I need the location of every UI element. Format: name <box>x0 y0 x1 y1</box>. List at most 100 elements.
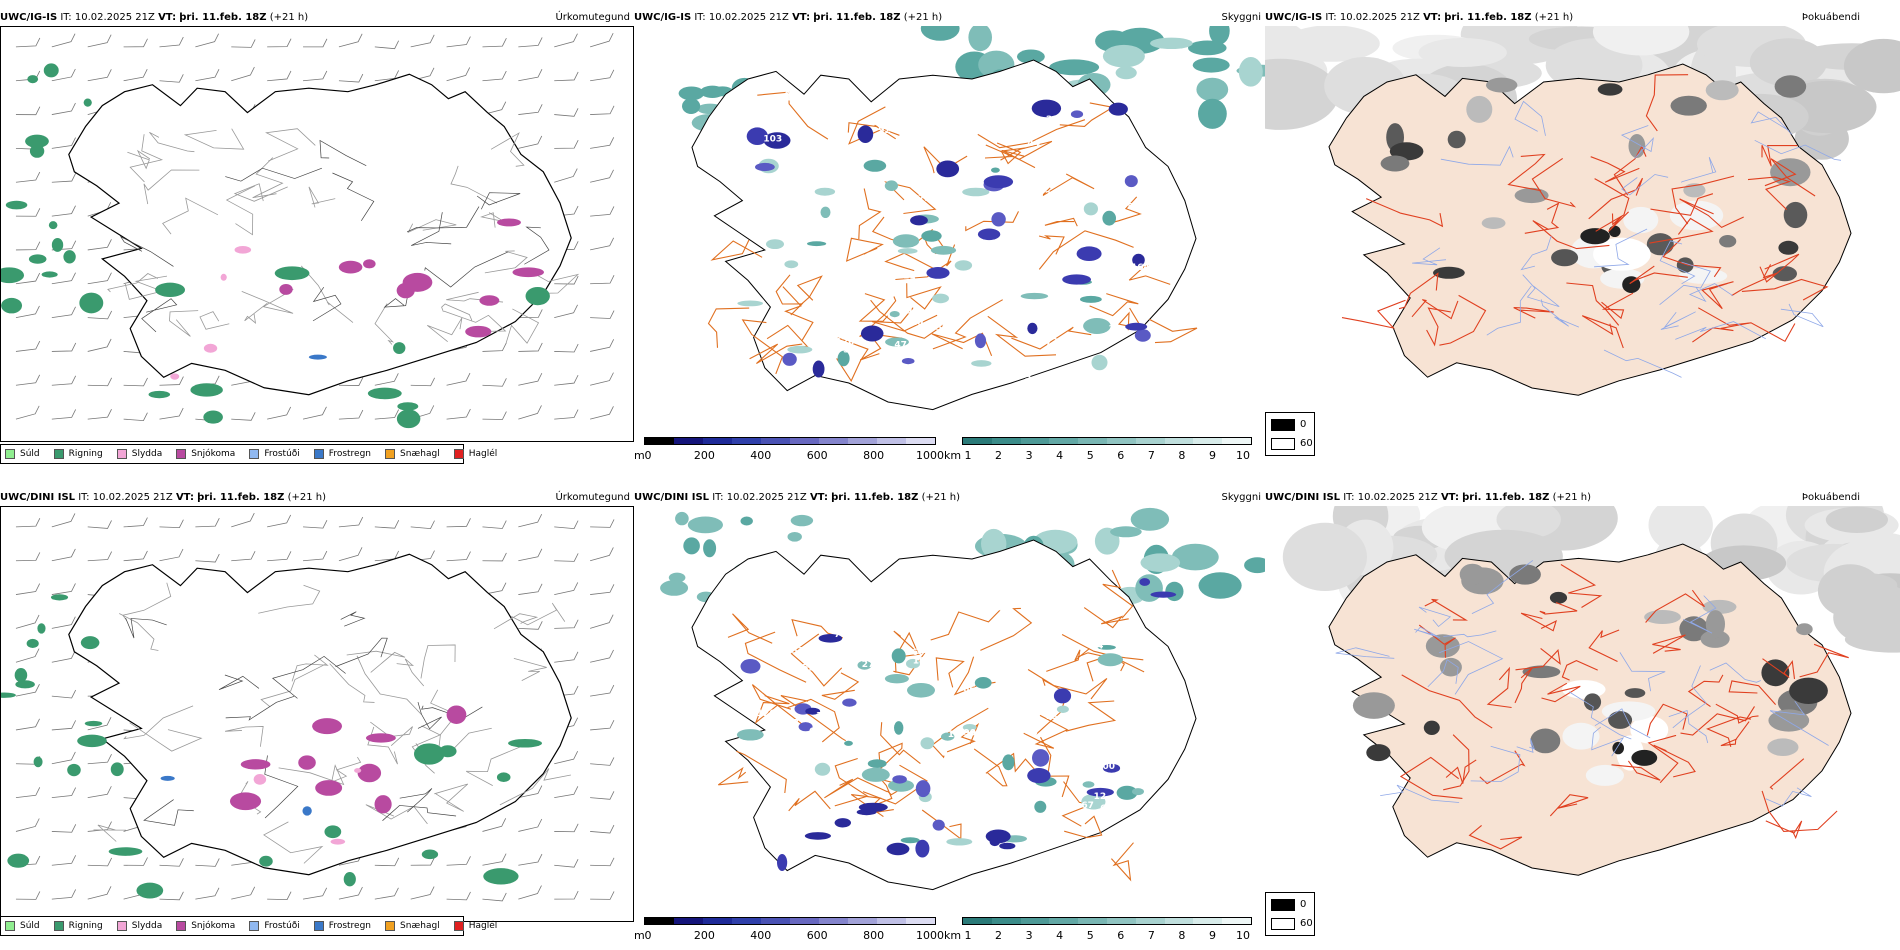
precip-legend-swatch <box>176 921 187 931</box>
vt-value: þri. 11.feb. 18Z <box>1462 492 1550 503</box>
visibility-value-label: 164 <box>1131 263 1150 273</box>
map-area: 63 64 66 74 59 73 77 90 78 65 12 92 100 79 57 281 150 68 8… <box>634 506 1265 916</box>
panel-header: UWC/IG-IS IT: 10.02.2025 21Z VT: þri. 11… <box>0 12 634 26</box>
visibility-value-label: 126 <box>836 338 855 348</box>
visibility-value-label: 80 <box>1046 571 1059 581</box>
panel-header: UWC/DINI ISL IT: 10.02.2025 21Z VT: þri.… <box>0 492 634 506</box>
colorbar-tick: 4 <box>1056 929 1064 942</box>
visibility-value-label: 63 <box>970 690 983 700</box>
it-label: IT: <box>78 492 90 503</box>
precip-legend-swatch <box>385 449 396 459</box>
visibility-value-label: 83 <box>1127 202 1140 212</box>
panel-title: Þokuábendi <box>1801 492 1860 503</box>
precip-legend-label: Snæhagl <box>400 449 440 459</box>
fog-legend-swatch-0 <box>1271 899 1295 911</box>
visibility-value-label: 118 <box>787 164 806 174</box>
visibility-map-row2: UWC/DINI ISL IT: 10.02.2025 21Z VT: þri.… <box>634 492 1265 942</box>
it-label: IT: <box>60 12 72 23</box>
fog-legend-swatch-60 <box>1271 918 1295 930</box>
colorbar-tick: 0 <box>644 449 652 462</box>
colorbar-tick: 2 <box>995 929 1003 942</box>
visibility-value-label: 59 <box>802 664 815 674</box>
precip-legend-swatch <box>5 449 15 459</box>
map-area <box>0 506 634 922</box>
visibility-value-label: 66 <box>963 685 976 695</box>
visibility-value-label: 64 <box>1091 641 1104 651</box>
panel-title: Skyggni <box>1221 12 1261 23</box>
colorbar-tick: 6 <box>1117 929 1125 942</box>
colorbar-tick: 600 <box>806 929 828 942</box>
colorbar-unit: km <box>944 929 962 942</box>
colorbar-tick: 0 <box>644 929 652 942</box>
visibility-value-label: 281 <box>762 686 781 696</box>
visibility-value-label: 10 <box>913 656 926 666</box>
fog-map-row1: UWC/IG-IS IT: 10.02.2025 21Z VT: þri. 11… <box>1265 12 1900 462</box>
map-area: 65 61 64 86 59 36 186 63 61 83 193 103 92 111 78 164 118… <box>634 26 1265 436</box>
visibility-value-label: 100 <box>1096 762 1115 772</box>
visibility-value-label: 39 <box>1109 325 1122 335</box>
it-label: IT: <box>1343 492 1355 503</box>
visibility-value-label: 61 <box>809 727 822 737</box>
visibility-value-label: 117 <box>780 719 799 729</box>
visibility-value-label: 76 <box>988 338 1001 348</box>
visibility-value-label: 73 <box>1045 712 1058 722</box>
visibility-value-label: 66 <box>912 648 925 658</box>
visibility-value-label: 193 <box>900 306 919 316</box>
colorbar-tick: 1000 <box>916 929 944 942</box>
visibility-km-colorbar: km 1 2 3 4 5 6 7 8 9 10 <box>944 914 1256 942</box>
visibility-value-label: 78 <box>883 205 896 215</box>
precip-legend: Súld Rigning Slydda Snjókoma Frostúði Frostre… <box>0 444 497 464</box>
colorbar-tick: 1 <box>964 929 972 942</box>
it-value: 10.02.2025 21Z <box>708 12 789 23</box>
visibility-value-label: 52 <box>1023 359 1036 369</box>
vt-value: þri. 11.feb. 18Z <box>179 12 267 23</box>
precip-legend-label: Frostregn <box>328 921 372 931</box>
visibility-value-label: 62 <box>1125 648 1138 658</box>
precip-legend-item: Snæhagl <box>385 921 440 931</box>
precip-legend-swatch <box>176 449 187 459</box>
precip-legend-item: Haglél <box>453 921 497 931</box>
visibility-value-label: 53 <box>792 647 805 657</box>
lead-time: (+21 h) <box>269 12 309 23</box>
colorbar-tick: 8 <box>1178 929 1186 942</box>
fog-legend: 0 60 <box>1265 412 1315 456</box>
map-area <box>1265 26 1900 422</box>
model-name: UWC/IG-IS <box>634 12 692 23</box>
visibility-value-label: 61 <box>1034 201 1047 211</box>
colorbar-tick: 1000 <box>916 449 944 462</box>
precip-legend-label: Frostúði <box>264 449 300 459</box>
visibility-value-label: 90 <box>964 729 977 739</box>
fog-legend-label-60: 60 <box>1300 918 1313 929</box>
precip-legend-item: Snæhagl <box>385 449 440 459</box>
visibility-value-label: 68 <box>1100 804 1113 814</box>
it-value: 10.02.2025 21Z <box>92 492 173 503</box>
visibility-value-label: 92 <box>1093 604 1106 614</box>
vt-label: VT: <box>158 12 177 23</box>
colorbar-tick: 4 <box>1056 449 1064 462</box>
model-name: UWC/DINI ISL <box>1265 492 1341 503</box>
visibility-value-label: 218 <box>1046 115 1065 125</box>
visibility-value-label: 86 <box>1116 710 1129 720</box>
visibility-value-label: 121 <box>1039 191 1058 201</box>
visibility-value-label: 10 <box>911 318 924 328</box>
colorbar-unit: m <box>634 449 645 462</box>
lead-time: (+21 h) <box>287 492 327 503</box>
visibility-value-label: 74 <box>1139 842 1152 852</box>
precip-legend-label: Rigning <box>68 921 103 931</box>
vt-label: VT: <box>792 12 811 23</box>
visibility-value-label: 65 <box>1049 116 1062 126</box>
colorbar-tick: 9 <box>1208 929 1216 942</box>
model-name: UWC/IG-IS <box>1265 12 1323 23</box>
visibility-value-label: 35 <box>859 256 872 266</box>
visibility-value-label: 44 <box>1028 139 1041 149</box>
precip-legend-label: Frostregn <box>328 449 372 459</box>
visibility-value-label: 12 <box>1094 792 1107 802</box>
visibility-value-label: 77 <box>1150 687 1163 697</box>
precip-legend: Súld Rigning Slydda Snjókoma Frostúði Frostre… <box>0 916 497 936</box>
colorbar-tick: 1 <box>964 449 972 462</box>
visibility-value-label: 90 <box>816 572 829 582</box>
precip-legend-swatch <box>313 921 324 931</box>
visibility-value-label: 46 <box>1025 728 1038 738</box>
precip-legend-item: Frostregn <box>313 921 372 931</box>
precip-legend-swatch <box>453 449 464 459</box>
